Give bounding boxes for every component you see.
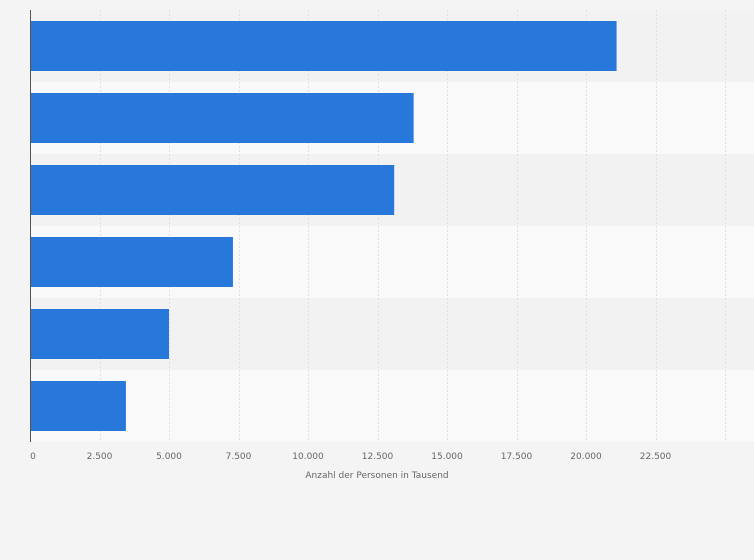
x-tick-label: 10.000 xyxy=(292,452,324,462)
x-tick-label: 5.000 xyxy=(156,452,182,462)
x-tick-label: 2.500 xyxy=(87,452,113,462)
bar xyxy=(30,309,169,359)
bar xyxy=(30,165,395,215)
x-tick-label: 15.000 xyxy=(431,452,463,462)
x-tick-label: 0 xyxy=(30,452,36,462)
x-tick-label: 17.500 xyxy=(501,452,533,462)
bars xyxy=(30,21,617,431)
x-axis-title: Anzahl der Personen in Tausend xyxy=(305,471,448,481)
x-tick-label: 12.500 xyxy=(362,452,394,462)
row-band xyxy=(30,370,754,442)
bar xyxy=(30,93,414,143)
x-tick-label: 7.500 xyxy=(226,452,252,462)
x-tick-label: 20.000 xyxy=(570,452,602,462)
bar xyxy=(30,21,617,71)
x-tick-labels: 0 2.500 5.000 7.500 10.000 12.500 15.000 17.500… xyxy=(30,452,671,462)
row-bands xyxy=(30,10,754,442)
bar xyxy=(30,237,233,287)
x-tick-label: 22.500 xyxy=(640,452,672,462)
bar xyxy=(30,381,126,431)
gridlines xyxy=(100,10,726,442)
